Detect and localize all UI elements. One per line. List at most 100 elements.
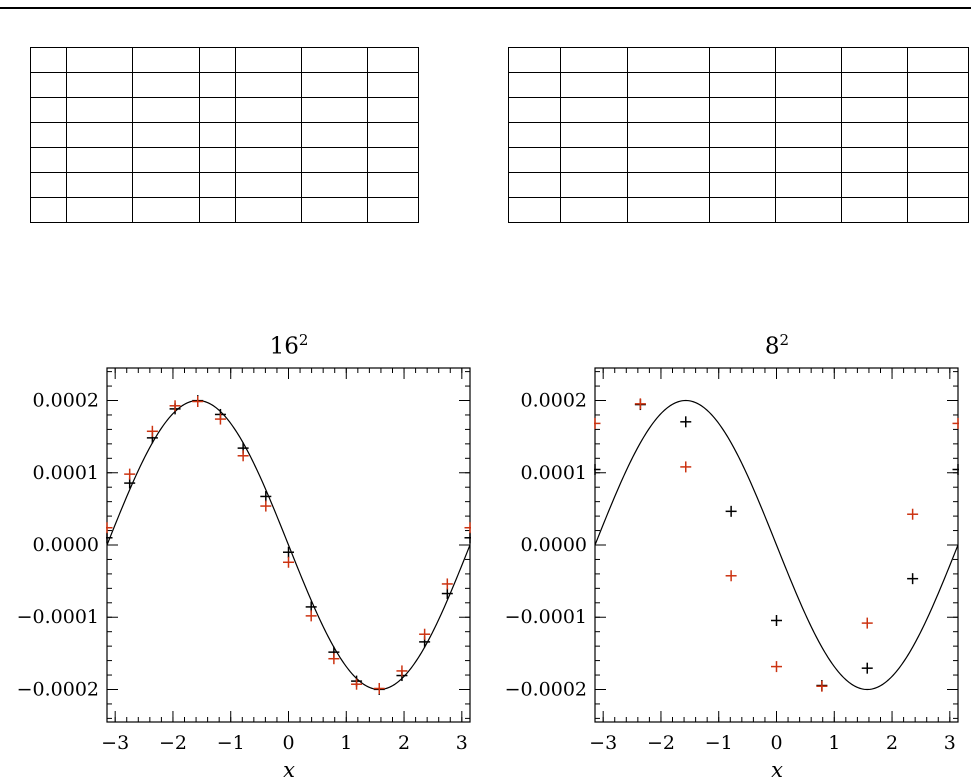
empty-table-cell <box>710 198 776 223</box>
empty-table-cell <box>776 198 842 223</box>
empty-table-cell <box>31 173 67 198</box>
empty-table-cell <box>67 48 133 73</box>
empty-table-cell <box>31 198 67 223</box>
empty-table-cell <box>842 123 908 148</box>
x-tick-label: 1 <box>828 732 840 754</box>
empty-table-cell <box>236 173 302 198</box>
empty-table-cell <box>31 148 67 173</box>
x-tick-label: −3 <box>589 732 617 754</box>
empty-table-cell <box>67 123 133 148</box>
empty-table-cell <box>509 98 561 123</box>
empty-table-cell <box>908 173 969 198</box>
y-tick-label: −0.0002 <box>17 678 99 700</box>
empty-table-cell <box>200 98 236 123</box>
empty-table-cell <box>67 98 133 123</box>
x-axis-label-left: x <box>283 758 295 782</box>
empty-table-cell <box>368 173 419 198</box>
x-tick-label: 3 <box>944 732 956 754</box>
empty-table-cell <box>368 98 419 123</box>
x-tick-label: 0 <box>770 732 782 754</box>
empty-table-cell <box>509 123 561 148</box>
empty-table-cell <box>776 123 842 148</box>
empty-table-cell <box>776 98 842 123</box>
chart-title-base: 16 <box>269 333 299 360</box>
empty-table-cell <box>628 73 710 98</box>
exact-solution-curve <box>594 399 959 691</box>
page-header-rule <box>0 7 971 9</box>
empty-table-cell <box>200 198 236 223</box>
y-tick-label: 0.0000 <box>33 534 99 556</box>
empty-table-cell <box>628 48 710 73</box>
empty-table-cell <box>302 73 368 98</box>
x-axis-label-right: x <box>771 758 783 782</box>
y-tick-label: 0.0002 <box>521 390 587 412</box>
empty-table-cell <box>302 98 368 123</box>
empty-table-cell <box>908 123 969 148</box>
empty-table-cell <box>368 198 419 223</box>
empty-table-cell <box>509 148 561 173</box>
empty-table-cell <box>509 198 561 223</box>
empty-table-cell <box>509 173 561 198</box>
empty-table-cell <box>908 198 969 223</box>
empty-table-cell <box>133 198 200 223</box>
empty-table-cell <box>908 73 969 98</box>
empty-table-cell <box>133 148 200 173</box>
empty-table-cell <box>31 73 67 98</box>
x-tick-label: 1 <box>340 732 352 754</box>
y-tick-label: −0.0001 <box>505 606 587 628</box>
empty-table-cell <box>842 48 908 73</box>
empty-table-cell <box>200 73 236 98</box>
empty-table-cell <box>236 148 302 173</box>
empty-table-cell <box>133 73 200 98</box>
empty-table-cell <box>368 73 419 98</box>
empty-table-cell <box>561 173 628 198</box>
exact-solution-curve <box>106 399 471 691</box>
plot-content <box>594 398 959 692</box>
empty-table-cell <box>31 48 67 73</box>
empty-table-cell <box>628 148 710 173</box>
empty-table-cell <box>302 123 368 148</box>
empty-table-cell <box>368 148 419 173</box>
plot-16sq: −3 −2 −1 0 1 2 3 0.0002 0.0001 0.0000 −0.0001 −0.00… <box>17 367 471 754</box>
x-tick-label: 2 <box>886 732 898 754</box>
empty-table-cell <box>67 148 133 173</box>
plot-8sq: −3 −2 −1 0 1 2 3 0.0002 0.0001 0.0000 −0.0001 −0.00… <box>505 367 959 754</box>
empty-table-cell <box>561 123 628 148</box>
y-tick-label: 0.0000 <box>521 534 587 556</box>
empty-table-cell <box>236 123 302 148</box>
empty-table-right <box>508 47 969 223</box>
empty-table-cell <box>302 173 368 198</box>
empty-table-cell <box>200 173 236 198</box>
empty-table-cell <box>133 98 200 123</box>
empty-table-cell <box>842 73 908 98</box>
empty-table-cell <box>302 48 368 73</box>
empty-table-cell <box>509 73 561 98</box>
empty-table-cell <box>302 198 368 223</box>
empty-table-cell <box>776 173 842 198</box>
empty-table-cell <box>67 173 133 198</box>
empty-table-cell <box>561 198 628 223</box>
x-tick-label: −2 <box>159 732 187 754</box>
empty-table-cell <box>842 198 908 223</box>
empty-table-cell <box>908 48 969 73</box>
empty-table-cell <box>842 98 908 123</box>
x-tick-label: 2 <box>398 732 410 754</box>
x-tick-label: −1 <box>705 732 733 754</box>
empty-table-cell <box>561 48 628 73</box>
empty-table-cell <box>368 123 419 148</box>
empty-table-cell <box>842 173 908 198</box>
empty-table-cell <box>710 73 776 98</box>
empty-table-left <box>30 47 419 223</box>
empty-table-cell <box>842 148 908 173</box>
empty-table-cell <box>776 48 842 73</box>
empty-table-cell <box>628 198 710 223</box>
empty-table-cell <box>628 98 710 123</box>
empty-table-cell <box>776 148 842 173</box>
empty-table-cell <box>133 123 200 148</box>
plot-content <box>106 395 471 695</box>
y-tick-label: 0.0001 <box>521 462 587 484</box>
empty-table-cell <box>133 173 200 198</box>
y-tick-label: −0.0002 <box>505 678 587 700</box>
x-tick-label: −1 <box>217 732 245 754</box>
empty-table-cell <box>710 148 776 173</box>
